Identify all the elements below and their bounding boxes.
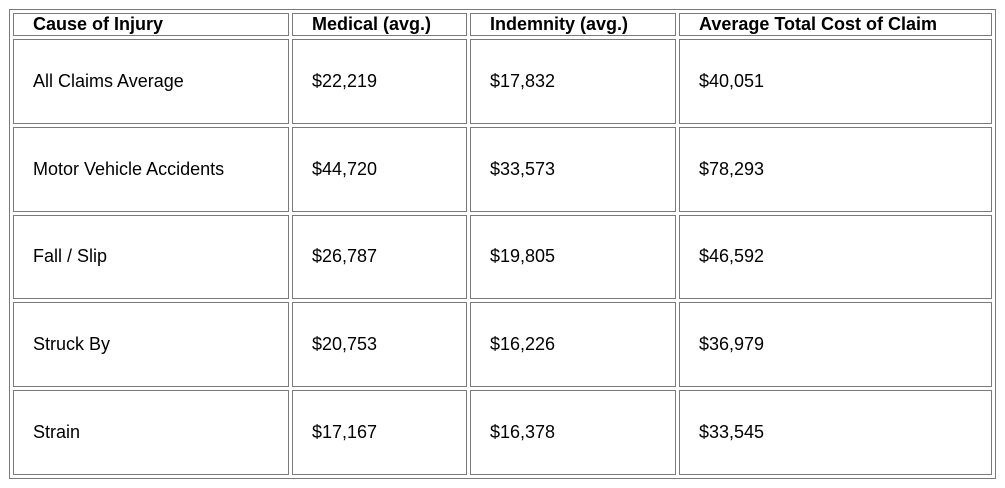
cell-indemnity: $16,226	[470, 302, 676, 388]
cell-cause: Struck By	[13, 302, 289, 388]
injury-cost-table: Cause of Injury Medical (avg.) Indemnity…	[10, 10, 995, 478]
cell-total: $46,592	[679, 214, 992, 300]
table-row: Fall / Slip $26,787 $19,805 $46,592	[13, 214, 992, 300]
cell-medical: $17,167	[292, 390, 467, 475]
cell-cause: All Claims Average	[13, 39, 289, 124]
cell-indemnity: $33,573	[470, 126, 676, 212]
cell-indemnity: $16,378	[470, 390, 676, 475]
cell-total: $36,979	[679, 302, 992, 388]
cell-cause: Motor Vehicle Accidents	[13, 126, 289, 212]
header-average-total-cost: Average Total Cost of Claim	[679, 13, 992, 36]
cell-total: $33,545	[679, 390, 992, 475]
header-cause-of-injury: Cause of Injury	[13, 13, 289, 36]
cell-cause: Fall / Slip	[13, 214, 289, 300]
cell-indemnity: $19,805	[470, 214, 676, 300]
header-indemnity-avg: Indemnity (avg.)	[470, 13, 676, 36]
table-row: All Claims Average $22,219 $17,832 $40,0…	[13, 39, 992, 124]
cell-total: $40,051	[679, 39, 992, 124]
table-row: Strain $17,167 $16,378 $33,545	[13, 390, 992, 475]
cell-total: $78,293	[679, 126, 992, 212]
table-row: Motor Vehicle Accidents $44,720 $33,573 …	[13, 126, 992, 212]
cell-medical: $44,720	[292, 126, 467, 212]
cell-cause: Strain	[13, 390, 289, 475]
cell-medical: $26,787	[292, 214, 467, 300]
cell-medical: $20,753	[292, 302, 467, 388]
cell-indemnity: $17,832	[470, 39, 676, 124]
table-row: Struck By $20,753 $16,226 $36,979	[13, 302, 992, 388]
table-header-row: Cause of Injury Medical (avg.) Indemnity…	[13, 13, 992, 36]
cell-medical: $22,219	[292, 39, 467, 124]
header-medical-avg: Medical (avg.)	[292, 13, 467, 36]
injury-cost-table-container: Cause of Injury Medical (avg.) Indemnity…	[9, 9, 996, 479]
